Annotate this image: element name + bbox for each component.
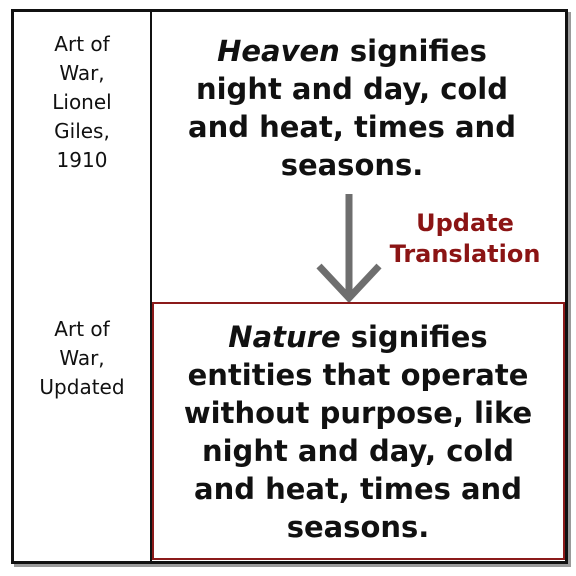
emphasis-word: Nature	[228, 320, 341, 354]
quote-line: seasons.	[286, 510, 430, 544]
label-line: Giles,	[54, 119, 110, 143]
frame-shadow-bottom	[14, 564, 571, 567]
column-divider	[150, 12, 152, 561]
down-arrow-icon	[316, 194, 382, 304]
quote-line: entities that operate	[187, 358, 529, 392]
label-line: Updated	[39, 375, 125, 399]
outer-frame	[11, 9, 568, 564]
label-line: Art of	[54, 32, 110, 56]
label-line: War,	[59, 346, 105, 370]
label-line: 1910	[56, 148, 108, 172]
updated-quote: Nature signifies entities that operate w…	[152, 318, 564, 546]
quote-fragment: signifies	[340, 320, 488, 354]
quote-line: and heat, times and	[188, 110, 516, 144]
quote-line: Nature signifies	[152, 318, 564, 356]
quote-line: and heat, times and	[194, 472, 522, 506]
original-quote: Heaven signifies night and day, cold and…	[152, 32, 552, 184]
updated-source-label: Art of War, Updated	[14, 315, 150, 402]
update-translation-label: Update Translation	[380, 208, 550, 270]
label-line: War,	[59, 61, 105, 85]
quote-line: without purpose, like	[183, 396, 533, 430]
original-source-label: Art of War, Lionel Giles, 1910	[14, 30, 150, 175]
frame-shadow-right	[568, 12, 571, 567]
label-line: Lionel	[52, 90, 112, 114]
updated-highlight-box	[152, 302, 565, 560]
emphasis-word: Heaven	[217, 34, 340, 68]
update-label-line: Translation	[389, 240, 541, 268]
quote-line: Heaven signifies	[152, 32, 552, 70]
quote-fragment: signifies	[339, 34, 487, 68]
update-label-line: Update	[416, 209, 514, 237]
label-line: Art of	[54, 317, 110, 341]
quote-line: seasons.	[280, 148, 424, 182]
quote-line: night and day, cold	[201, 434, 515, 468]
quote-line: night and day, cold	[195, 72, 509, 106]
